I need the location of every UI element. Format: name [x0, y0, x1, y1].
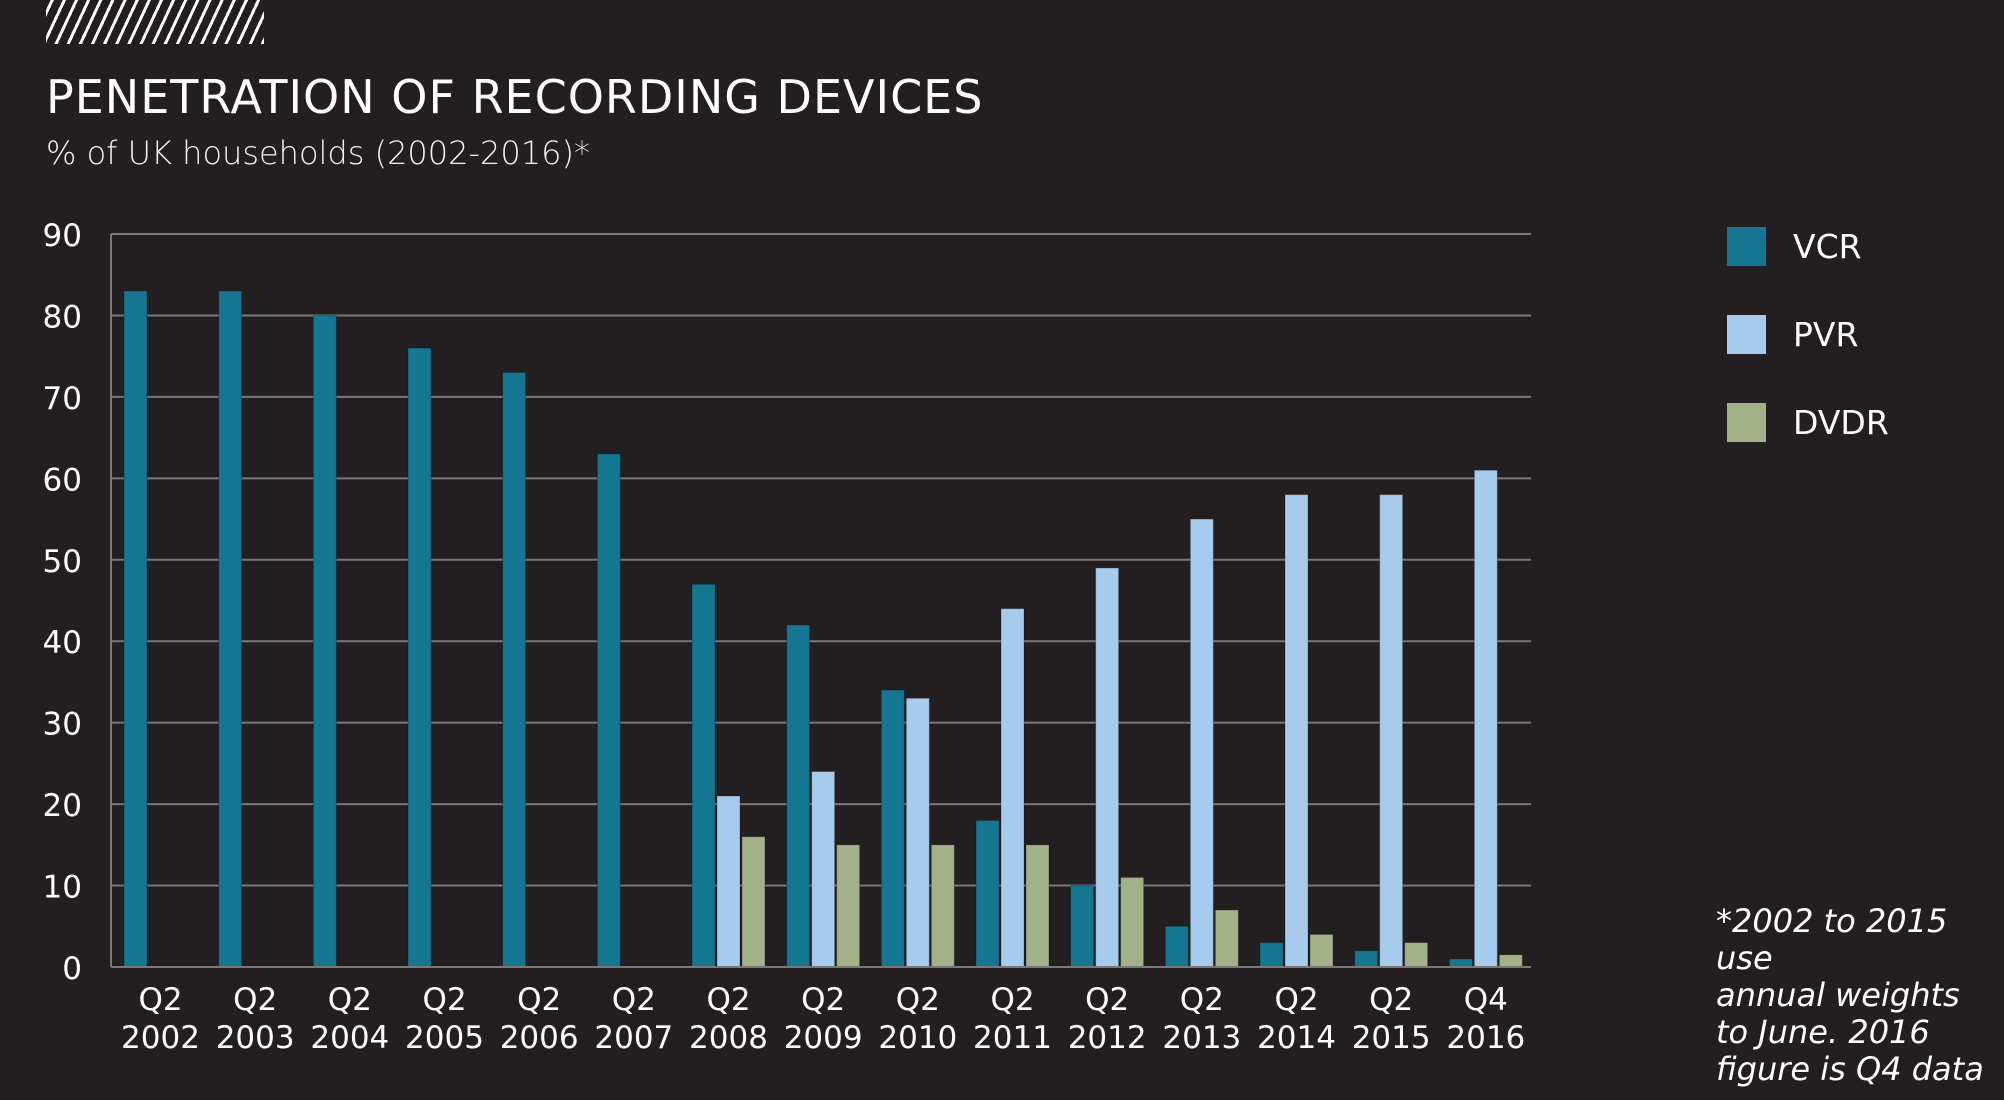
x-tick-label-year: 2013	[1162, 1020, 1241, 1056]
x-tick-label-quarter: Q2	[1369, 982, 1413, 1018]
x-tick-label-year: 2016	[1446, 1020, 1525, 1056]
bar-vcr	[123, 290, 148, 968]
bar-vcr	[502, 371, 527, 968]
bar-pvr	[905, 697, 930, 968]
bar-pvr	[1095, 567, 1120, 968]
bar-dvdr	[930, 844, 955, 968]
bar-dvdr	[741, 836, 766, 968]
x-tick-label-quarter: Q2	[896, 982, 940, 1018]
x-tick-label-quarter: Q2	[1085, 982, 1129, 1018]
x-tick-label-year: 2011	[973, 1020, 1052, 1056]
x-tick-label-year: 2015	[1352, 1020, 1431, 1056]
x-tick-label-quarter: Q2	[233, 982, 277, 1018]
bar-pvr	[1189, 518, 1214, 968]
y-tick-label: 20	[43, 788, 82, 824]
x-tick-label-year: 2007	[594, 1020, 673, 1056]
x-tick-label-year: 2002	[121, 1020, 200, 1056]
bar-pvr	[1473, 469, 1498, 968]
y-tick-label: 50	[43, 544, 82, 580]
x-tick-label-quarter: Q2	[706, 982, 750, 1018]
bar-vcr	[218, 290, 243, 968]
legend-swatch-dvdr	[1727, 403, 1766, 442]
legend-swatch-pvr	[1727, 315, 1766, 354]
bar-dvdr	[1404, 942, 1429, 968]
bar-pvr	[1379, 494, 1404, 968]
x-tick-label-quarter: Q2	[517, 982, 561, 1018]
bar-dvdr	[1214, 909, 1239, 968]
bar-vcr	[596, 453, 621, 968]
bar-vcr	[786, 624, 811, 968]
x-tick-label-year: 2014	[1257, 1020, 1336, 1056]
legend-label-pvr: PVR	[1793, 315, 1859, 354]
bar-vcr	[312, 314, 337, 968]
x-tick-label-year: 2004	[310, 1020, 389, 1056]
bar-vcr	[1354, 950, 1379, 968]
x-tick-label-year: 2009	[784, 1020, 863, 1056]
axes	[110, 234, 1531, 968]
bar-vcr	[975, 819, 1000, 968]
legend: VCR PVR DVDR	[1727, 227, 1889, 491]
legend-item-vcr: VCR	[1727, 227, 1889, 266]
x-tick-label-quarter: Q2	[801, 982, 845, 1018]
y-axis-ticks: 0 10 20 30 40 50 60 70 80 90	[43, 218, 82, 987]
x-tick-label-year: 2012	[1068, 1020, 1147, 1056]
bar-vcr	[691, 583, 716, 968]
bar-vcr	[880, 689, 905, 968]
bar-dvdr	[1120, 876, 1145, 968]
y-tick-label: 60	[43, 462, 82, 498]
legend-swatch-vcr	[1727, 227, 1766, 266]
x-tick-label-quarter: Q2	[612, 982, 656, 1018]
y-tick-label: 30	[43, 707, 82, 743]
x-tick-label-year: 2006	[500, 1020, 579, 1056]
x-tick-label-quarter: Q2	[1180, 982, 1224, 1018]
bar-vcr	[1164, 925, 1189, 968]
bar-dvdr	[836, 844, 861, 968]
decorative-hatch-stripe	[46, 0, 264, 44]
bar-pvr	[1000, 608, 1025, 968]
bars	[123, 290, 1523, 968]
x-tick-label-year: 2003	[216, 1020, 295, 1056]
bar-vcr	[1070, 885, 1095, 968]
legend-item-dvdr: DVDR	[1727, 403, 1889, 442]
x-tick-label-quarter: Q2	[422, 982, 466, 1018]
x-tick-label-quarter: Q4	[1464, 982, 1508, 1018]
bar-pvr	[716, 795, 741, 968]
bar-dvdr	[1309, 933, 1334, 968]
x-tick-label-year: 2005	[405, 1020, 484, 1056]
bar-vcr	[1448, 958, 1473, 968]
bar-pvr	[811, 771, 836, 968]
legend-label-dvdr: DVDR	[1793, 403, 1889, 442]
bar-vcr	[407, 347, 432, 968]
x-tick-label-quarter: Q2	[138, 982, 182, 1018]
bar-dvdr	[1025, 844, 1050, 968]
x-tick-label-quarter: Q2	[990, 982, 1034, 1018]
x-tick-label-quarter: Q2	[1274, 982, 1318, 1018]
x-tick-label-year: 2010	[878, 1020, 957, 1056]
chart-subtitle: % of UK households (2002-2016)*	[46, 134, 590, 172]
y-tick-label: 10	[43, 870, 82, 906]
y-tick-label: 70	[43, 381, 82, 417]
y-tick-label: 0	[62, 951, 82, 987]
x-axis-ticks: Q22002Q22003Q22004Q22005Q22006Q22007Q220…	[121, 982, 1525, 1056]
bar-pvr	[1284, 494, 1309, 968]
chart-title: PENETRATION OF RECORDING DEVICES	[46, 70, 984, 124]
y-tick-label: 80	[43, 299, 82, 335]
footnote: *2002 to 2015 use annual weights to June…	[1716, 902, 1984, 1088]
y-tick-label: 40	[43, 625, 82, 661]
legend-item-pvr: PVR	[1727, 315, 1889, 354]
bar-vcr	[1259, 942, 1284, 968]
x-tick-label-year: 2008	[689, 1020, 768, 1056]
x-tick-label-quarter: Q2	[328, 982, 372, 1018]
bar-dvdr	[1498, 954, 1523, 968]
y-tick-label: 90	[43, 218, 82, 254]
legend-label-vcr: VCR	[1793, 227, 1862, 266]
